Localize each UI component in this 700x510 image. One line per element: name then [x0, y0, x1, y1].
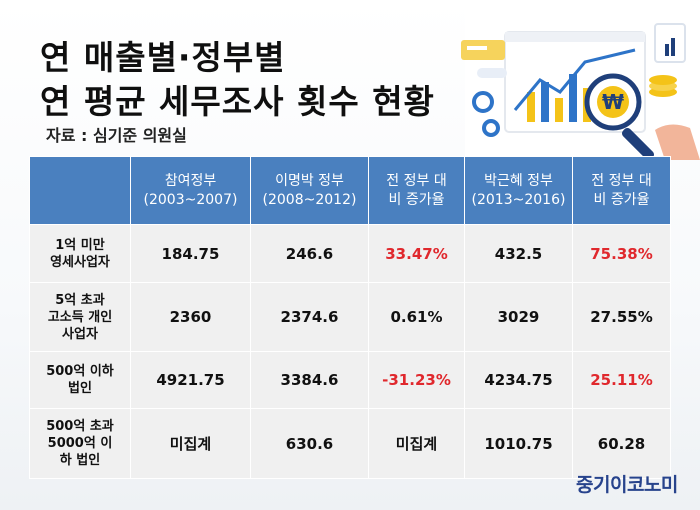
- table-cell: 2374.6: [250, 282, 369, 352]
- table-row: 500억 이하 법인 4921.75 3384.6 -31.23% 4234.75…: [29, 351, 671, 409]
- table-cell: 2360: [130, 282, 251, 352]
- table-cell: 246.6: [250, 224, 369, 283]
- row-label: 1억 미만 영세사업자: [29, 224, 131, 283]
- table-cell: 27.55%: [572, 282, 671, 352]
- table-cell: 3384.6: [250, 351, 369, 409]
- header-roh-government: 참여정부 (2003~2007): [130, 156, 251, 225]
- row-label: 5억 초과 고소득 개인 사업자: [29, 282, 131, 352]
- table-cell: 미집계: [368, 408, 465, 479]
- table-cell: 0.61%: [368, 282, 465, 352]
- publisher-logo: 중기이코노미: [576, 474, 678, 496]
- source-note: 자료 : 심기준 의원실: [46, 126, 187, 145]
- table-cell: 33.47%: [368, 224, 465, 283]
- table-cell: 3029: [464, 282, 573, 352]
- table-cell: 1010.75: [464, 408, 573, 479]
- table-cell: 4234.75: [464, 351, 573, 409]
- header-lee-government: 이명박 정부 (2008~2012): [250, 156, 369, 225]
- row-label: 500억 이하 법인: [29, 351, 131, 409]
- title-line-1: 연 매출별·정부별: [40, 38, 286, 77]
- table-cell: -31.23%: [368, 351, 465, 409]
- analytics-magnifier-won-icon: ₩: [461, 10, 700, 160]
- table-cell: 25.11%: [572, 351, 671, 409]
- table-cell: 630.6: [250, 408, 369, 479]
- page-title: 연 매출별·정부별 연 평균 세무조사 횟수 현황: [40, 36, 435, 124]
- header-park-government: 박근혜 정부 (2013~2016): [464, 156, 573, 225]
- table-cell: 미집계: [130, 408, 251, 479]
- table-cell: 75.38%: [572, 224, 671, 283]
- table-cell: 184.75: [130, 224, 251, 283]
- won-glyph: ₩: [602, 90, 624, 114]
- table-cell: 4921.75: [130, 351, 251, 409]
- tax-audit-table: 참여정부 (2003~2007) 이명박 정부 (2008~2012) 전 정부 대…: [29, 156, 671, 479]
- title-line-2: 연 평균 세무조사 횟수 현황: [40, 82, 435, 121]
- table-row: 5억 초과 고소득 개인 사업자 2360 2374.6 0.61% 3029 27…: [29, 282, 671, 352]
- header-empty: [29, 156, 131, 225]
- table-header-row: 참여정부 (2003~2007) 이명박 정부 (2008~2012) 전 정부 대…: [29, 156, 671, 225]
- table-row: 1억 미만 영세사업자 184.75 246.6 33.47% 432.5 75.…: [29, 224, 671, 283]
- table-cell: 60.28: [572, 408, 671, 479]
- table-cell: 432.5: [464, 224, 573, 283]
